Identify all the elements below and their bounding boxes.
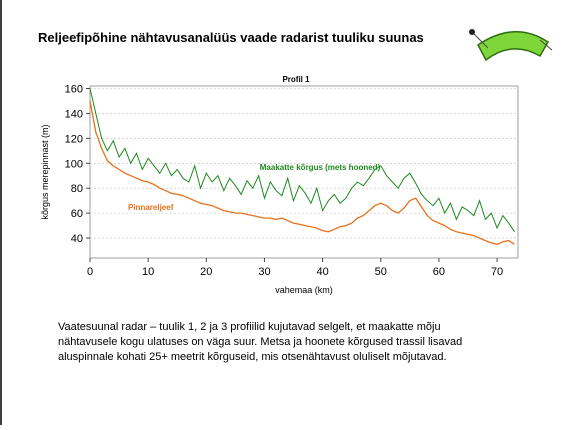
y-tick-label: 40 — [71, 233, 83, 245]
y-axis-label: kõrgus merepinnast (m) — [40, 124, 50, 219]
slide: Reljeefipõhine nähtavusanalüüs vaade rad… — [0, 0, 563, 425]
y-tick-label: 160 — [65, 83, 83, 95]
x-tick-label: 60 — [433, 266, 445, 278]
series-label: Pinnareljeef — [128, 203, 174, 212]
y-tick-label: 120 — [65, 133, 83, 145]
x-axis-label: vahemaa (km) — [275, 285, 333, 295]
y-tick-label: 60 — [71, 208, 83, 220]
chart-title: Profil 1 — [282, 75, 310, 84]
body-text: Vaatesuunal radar – tuulik 1, 2 ja 3 pro… — [58, 321, 462, 363]
x-tick-label: 70 — [491, 266, 503, 278]
x-tick-label: 10 — [142, 266, 154, 278]
x-tick-label: 20 — [200, 266, 212, 278]
x-tick-label: 30 — [258, 266, 270, 278]
x-tick-label: 40 — [316, 266, 328, 278]
body-line: nähtavusele kogu ulatuses on väga suur. … — [58, 336, 462, 348]
slide-title: Reljeefipõhine nähtavusanalüüs vaade rad… — [38, 30, 424, 45]
y-tick-label: 80 — [71, 183, 83, 195]
y-tick-label: 140 — [65, 108, 83, 120]
body-line: Vaatesuunal radar – tuulik 1, 2 ja 3 pro… — [58, 321, 441, 333]
series-label: Maakatte kõrgus (mets hooned) — [260, 163, 381, 172]
y-tick-label: 100 — [65, 158, 83, 170]
x-tick-label: 50 — [375, 266, 387, 278]
body-line: aluspinnale kohati 25+ meetrit kõrguseid… — [58, 351, 447, 363]
x-tick-label: 0 — [87, 266, 93, 278]
